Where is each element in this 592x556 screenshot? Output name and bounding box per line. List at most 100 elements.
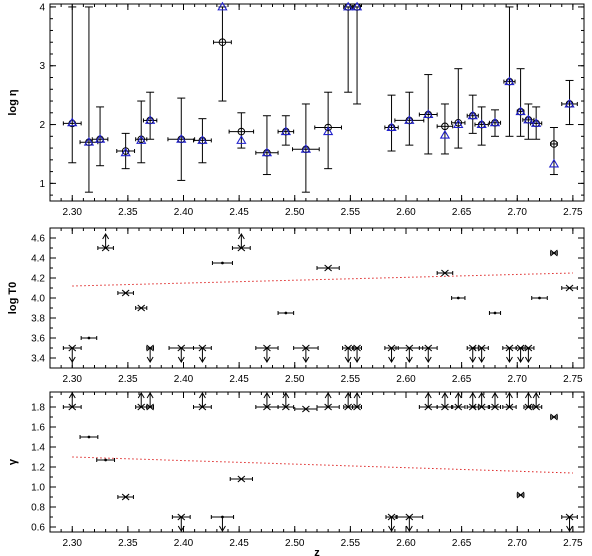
x-tick-label: 2.30: [63, 538, 83, 549]
x-tick-label: 2.30: [63, 207, 83, 218]
dot-marker: [538, 296, 541, 300]
x-tick-label: 2.40: [174, 374, 194, 385]
circle-marker: [324, 123, 332, 132]
arrow-head: [353, 392, 361, 399]
dot-marker: [456, 296, 460, 300]
triangle-marker: [342, 1, 354, 11]
dot-marker: [87, 336, 91, 340]
cross-marker: [550, 249, 558, 257]
x-tick-label: 2.75: [563, 538, 583, 549]
x-tick-label: 2.35: [118, 538, 138, 549]
x-tick-label: 2.55: [341, 207, 361, 218]
arrow-head: [263, 392, 271, 399]
arrow-head: [441, 392, 449, 399]
arrow-head: [344, 356, 352, 363]
arrow-head: [388, 525, 395, 532]
plot-frame: [49, 3, 585, 202]
triangle-marker: [67, 117, 78, 127]
triangle-marker: [94, 133, 106, 143]
panel-2: 2.30 2.35 2.40 2.45 2.50 2.55 2.60 2.65 2.70 2.75…: [7, 227, 585, 385]
triangle-marker: [476, 119, 487, 129]
arrow-head: [491, 392, 499, 399]
arrow-head: [478, 356, 486, 363]
x-tick-label: 2.50: [285, 538, 305, 549]
x-tick-label: 2.60: [396, 374, 416, 385]
cross-marker: [237, 475, 246, 483]
x-tick-label: 2.55: [341, 538, 361, 549]
arrow-head: [302, 356, 310, 363]
x-tick-label: 2.50: [285, 374, 305, 385]
y-tick-label: 0.8: [31, 503, 45, 514]
circle-marker: [237, 127, 246, 136]
arrow-head: [68, 356, 76, 363]
arrow-head: [388, 356, 395, 363]
arrow-head: [532, 392, 540, 399]
arrow-head: [146, 356, 154, 363]
cross-marker: [565, 284, 574, 292]
cross-marker: [121, 289, 130, 297]
y-tick-label: 4.2: [31, 274, 45, 285]
arrow-head: [198, 356, 206, 363]
triangle-marker: [423, 109, 434, 119]
y-tick-label: 1: [39, 179, 45, 190]
x-tick-label: 2.70: [508, 538, 528, 549]
triangle-marker: [351, 1, 363, 11]
triangle-marker: [120, 147, 131, 157]
triangle-marker: [217, 1, 228, 11]
x-tick-label: 2.40: [174, 538, 194, 549]
arrow-head: [424, 356, 432, 363]
cross-marker: [302, 405, 310, 413]
dot-marker: [104, 458, 108, 462]
y-tick-label: 1.0: [31, 483, 45, 494]
triangle-marker: [136, 135, 147, 144]
y-tick-label: 1.2: [31, 463, 45, 474]
plot-frame: [49, 391, 585, 533]
arrow-head: [517, 356, 525, 363]
y-tick-label: 4: [39, 2, 45, 13]
circle-marker: [218, 38, 227, 47]
x-tick-label: 2.70: [508, 374, 528, 385]
y-tick-label: 4.6: [31, 234, 45, 245]
x-tick-label: 2.55: [341, 374, 361, 385]
triangle-marker: [489, 117, 501, 127]
arrow-head: [282, 392, 290, 399]
arrow-head: [344, 392, 352, 399]
x-tick-label: 2.35: [118, 207, 138, 218]
arrow-head: [469, 392, 477, 399]
cross-marker: [324, 264, 332, 272]
fit-line: [72, 456, 573, 474]
plot-frame: [49, 227, 585, 369]
triangle-marker: [176, 133, 187, 143]
arrow-head: [146, 392, 154, 399]
arrow-head: [353, 356, 361, 363]
arrow-head: [454, 392, 462, 399]
panel-3: 2.30 2.35 2.40 2.45 2.50 2.55 2.60 2.65 2.70 2.75…: [7, 391, 585, 556]
x-tick-label: 2.70: [508, 207, 528, 218]
x-axis-label: z: [314, 547, 320, 556]
x-tick-label: 2.60: [396, 207, 416, 218]
arrow-head: [68, 392, 76, 399]
arrow-head: [478, 392, 486, 399]
triangle-marker: [144, 115, 156, 124]
arrow-head: [102, 233, 110, 240]
y-tick-label: 4.4: [31, 254, 45, 265]
triangle-marker: [83, 136, 95, 146]
x-tick-label: 2.45: [229, 538, 249, 549]
triangle-marker: [515, 106, 526, 116]
arrow-head: [177, 525, 185, 532]
arrow-head: [137, 392, 145, 399]
triangle-marker: [236, 135, 247, 144]
dot-marker: [221, 261, 224, 265]
x-tick-label: 2.65: [452, 207, 472, 218]
arrow-head: [506, 356, 513, 363]
arrow-head: [424, 392, 432, 399]
circle-marker: [441, 122, 449, 131]
arrow-head: [324, 392, 332, 399]
dot-marker: [87, 435, 91, 439]
circle-marker: [550, 140, 558, 148]
triangle-marker: [531, 118, 542, 127]
arrow-head: [405, 525, 413, 532]
x-tick-label: 2.65: [452, 374, 472, 385]
y-tick-label: 1.6: [31, 423, 45, 434]
triangle-marker: [564, 98, 575, 108]
